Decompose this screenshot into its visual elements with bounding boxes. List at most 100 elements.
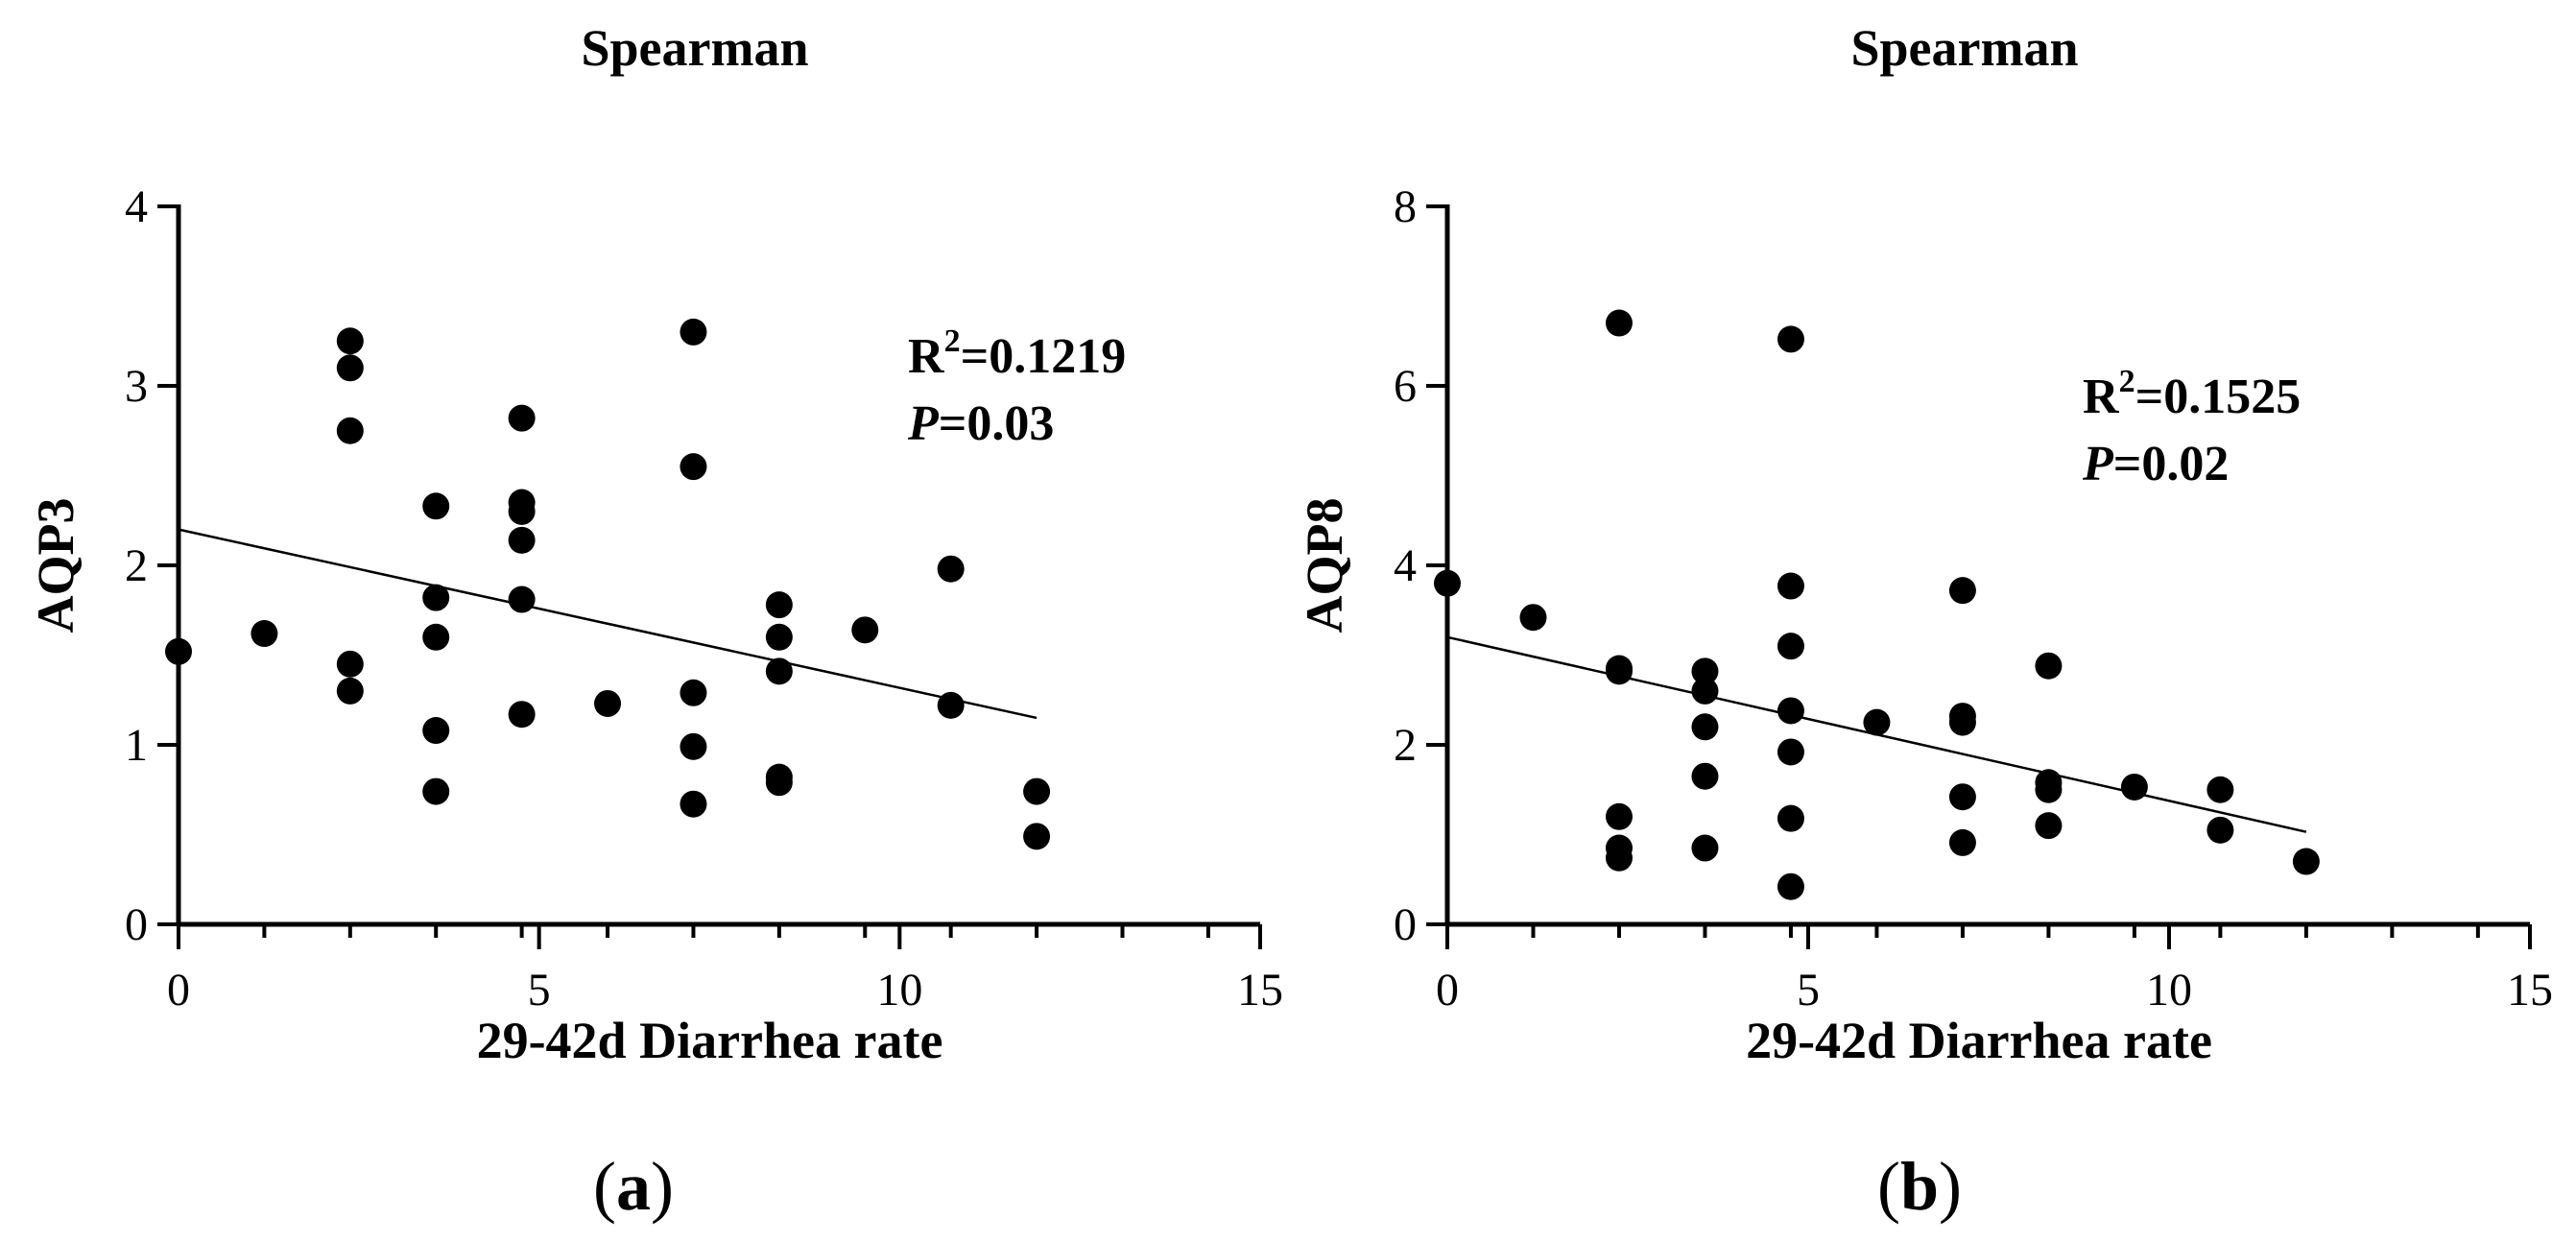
p-value: =0.02 [2113, 437, 2230, 491]
y-tick-label: 0 [125, 899, 148, 950]
data-point [1605, 802, 1633, 830]
data-point [1605, 657, 1633, 685]
data-point [1605, 309, 1633, 337]
data-point [851, 616, 879, 644]
data-point [1948, 577, 1976, 605]
y-tick-label: 6 [1394, 361, 1417, 412]
data-point [508, 586, 536, 613]
y-tick-label: 0 [1394, 899, 1417, 950]
y-tick-label: 2 [125, 540, 148, 591]
data-point [336, 677, 364, 705]
data-point [1023, 777, 1051, 805]
data-point [765, 657, 793, 685]
data-point [336, 354, 364, 382]
x-tick-label: 10 [876, 965, 922, 1016]
y-tick-label: 4 [125, 181, 148, 232]
r-squared-superscript: 2 [2119, 364, 2135, 399]
x-tick-label: 0 [1436, 965, 1459, 1016]
data-point [422, 584, 450, 611]
data-point [422, 492, 450, 520]
y-tick-label: 3 [125, 361, 148, 412]
y-tick-label: 8 [1394, 181, 1417, 232]
data-point [422, 623, 450, 651]
data-point [422, 777, 450, 805]
r-squared-superscript: 2 [944, 323, 961, 359]
r-squared-symbol: R [2083, 370, 2120, 424]
x-tick-label: 15 [1237, 965, 1283, 1016]
panel-label-open: ( [1877, 1148, 1900, 1225]
data-point [1691, 713, 1719, 741]
data-point [2120, 773, 2148, 801]
data-point [2035, 652, 2063, 680]
x-tick-label: 10 [2146, 965, 2192, 1016]
data-point [2206, 816, 2234, 844]
y-tick-label: 1 [125, 720, 148, 771]
data-point [1777, 572, 1804, 600]
data-point [508, 701, 536, 729]
x-axis-label: 29-42d Diarrhea rate [1746, 1012, 2212, 1069]
data-point [1023, 823, 1051, 850]
data-point [680, 453, 707, 481]
data-point [680, 318, 707, 346]
data-point [508, 497, 536, 525]
y-tick-label: 2 [1394, 720, 1417, 771]
chart-title: Spearman [1850, 19, 2078, 77]
data-point [336, 327, 364, 355]
data-point [765, 591, 793, 619]
panel-label-letter: b [1900, 1148, 1939, 1225]
data-point [1777, 872, 1804, 900]
panel-label-open: ( [593, 1148, 616, 1225]
data-point [2206, 776, 2234, 803]
r-squared-annotation: R2=0.1525 [2083, 364, 2301, 424]
chart-title: Spearman [581, 19, 808, 77]
r-squared-value: =0.1219 [961, 329, 1127, 384]
data-point [1777, 697, 1804, 725]
data-point [1777, 738, 1804, 766]
y-axis-label: AQP8 [1296, 498, 1353, 633]
data-point [680, 679, 707, 706]
data-point [165, 637, 192, 665]
data-point [594, 689, 622, 717]
data-point [937, 691, 965, 719]
data-point [508, 404, 536, 432]
panel-label-close: ) [651, 1148, 674, 1225]
data-point [2292, 848, 2320, 875]
data-point [1691, 677, 1719, 705]
r-squared-annotation: R2=0.1219 [908, 323, 1126, 384]
data-point [422, 717, 450, 745]
y-axis-label: AQP3 [27, 498, 84, 633]
panel-label-letter: a [616, 1148, 651, 1225]
data-point [1691, 657, 1719, 685]
data-point [1434, 569, 1461, 597]
data-point [1948, 708, 1976, 736]
data-point [250, 620, 278, 648]
data-point [508, 526, 536, 554]
x-tick-label: 0 [167, 965, 190, 1016]
trend-line [178, 528, 1038, 720]
x-tick-label: 15 [2507, 965, 2553, 1016]
data-point [1948, 828, 1976, 856]
data-point [1519, 604, 1547, 632]
panel-a: Spearman 0 1 2 3 4 0 5 10 15 29-42d Diarrhea rate A… [27, 19, 1283, 1225]
data-point [765, 769, 793, 797]
panel-b: Spearman 0 2 4 6 8 0 5 10 15 29-42d Diarrhea rate A… [1296, 19, 2553, 1225]
data-point [2035, 776, 2063, 803]
r-squared-symbol: R [908, 329, 945, 384]
panel-label-close: ) [1939, 1148, 1962, 1225]
data-point [765, 623, 793, 651]
data-point [680, 790, 707, 818]
data-point [1863, 708, 1891, 736]
p-value-annotation: P=0.02 [2082, 437, 2229, 491]
p-value-annotation: P=0.03 [907, 396, 1054, 451]
data-point [937, 555, 965, 583]
panel-label: (a) [593, 1148, 674, 1225]
data-point [1777, 325, 1804, 353]
x-tick-label: 5 [1797, 965, 1820, 1016]
data-point [2035, 812, 2063, 840]
p-value: =0.03 [939, 396, 1055, 451]
y-tick-label: 4 [1394, 540, 1417, 591]
data-point [1948, 783, 1976, 811]
data-point [1691, 762, 1719, 790]
data-point [1777, 633, 1804, 660]
